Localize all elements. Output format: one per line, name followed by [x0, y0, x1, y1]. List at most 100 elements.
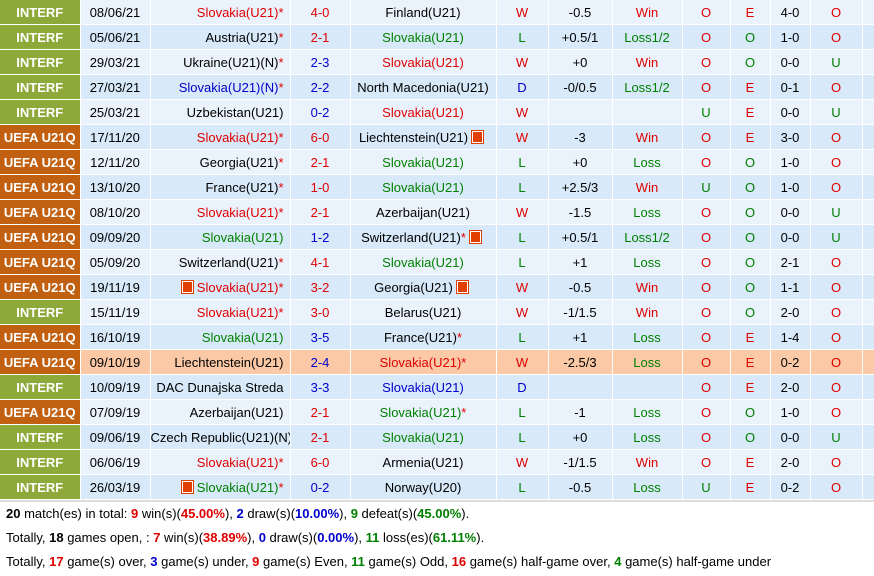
competition-cell[interactable]: UEFA U21Q [0, 199, 81, 225]
score-cell[interactable]: 4-1 [290, 249, 351, 275]
match-score-link[interactable]: 2-1 [310, 204, 330, 220]
away-team-link[interactable]: Slovakia(U21) [382, 54, 464, 70]
home-team-cell[interactable]: Georgia(U21)* [150, 149, 291, 175]
away-team-cell[interactable]: Armenia(U21) [350, 449, 497, 475]
score-cell[interactable]: 3-0 [290, 299, 351, 325]
home-team-link[interactable]: DAC Dunajska Streda [156, 379, 284, 395]
competition-cell[interactable]: INTERF [0, 49, 81, 75]
home-team-cell[interactable]: Switzerland(U21)* [150, 249, 291, 275]
home-team-link[interactable]: Slovakia(U21) [196, 4, 279, 20]
competition-cell[interactable]: UEFA U21Q [0, 399, 81, 425]
score-cell[interactable]: 0-2 [290, 99, 351, 125]
home-team-cell[interactable]: Slovakia(U21)* [150, 0, 291, 25]
score-cell[interactable]: 3-2 [290, 274, 351, 300]
home-team-cell[interactable]: Slovakia(U21)(N)* [150, 74, 291, 100]
score-cell[interactable]: 2-3 [290, 49, 351, 75]
away-team-cell[interactable]: Norway(U20) [350, 474, 497, 500]
score-cell[interactable]: 2-4 [290, 349, 351, 375]
away-team-cell[interactable]: France(U21)* [350, 324, 497, 350]
away-team-link[interactable]: Azerbaijan(U21) [376, 204, 470, 220]
away-team-link[interactable]: Slovakia(U21) [382, 29, 464, 45]
competition-cell[interactable]: INTERF [0, 74, 81, 100]
score-cell[interactable]: 2-1 [290, 424, 351, 450]
score-cell[interactable]: 2-1 [290, 24, 351, 50]
home-team-cell[interactable]: Liechtenstein(U21) [150, 349, 291, 375]
competition-link[interactable]: UEFA U21Q [3, 204, 76, 220]
match-score-link[interactable]: 6-0 [310, 454, 330, 470]
home-team-cell[interactable]: Slovakia(U21) [150, 324, 291, 350]
home-team-link[interactable]: Slovakia(U21) [196, 304, 279, 320]
match-score-link[interactable]: 4-1 [310, 254, 330, 270]
away-team-link[interactable]: Norway(U20) [384, 479, 462, 495]
competition-cell[interactable]: INTERF [0, 24, 81, 50]
home-team-cell[interactable]: Azerbaijan(U21) [150, 399, 291, 425]
competition-link[interactable]: UEFA U21Q [3, 229, 76, 245]
score-cell[interactable]: 3-3 [290, 374, 351, 400]
match-score-link[interactable]: 2-3 [310, 54, 330, 70]
match-score-link[interactable]: 0-2 [310, 104, 330, 120]
home-team-link[interactable]: Ukraine(U21)(N) [183, 54, 279, 70]
home-team-cell[interactable]: Slovakia(U21) [150, 224, 291, 250]
home-team-cell[interactable]: Uzbekistan(U21) [150, 99, 291, 125]
score-cell[interactable]: 2-2 [290, 74, 351, 100]
home-team-link[interactable]: France(U21) [205, 179, 279, 195]
home-team-link[interactable]: Azerbaijan(U21) [189, 404, 284, 420]
away-team-cell[interactable]: Liechtenstein(U21) [350, 124, 497, 150]
competition-cell[interactable]: INTERF [0, 299, 81, 325]
match-score-link[interactable]: 0-2 [310, 479, 330, 495]
away-team-link[interactable]: Liechtenstein(U21) [358, 129, 469, 145]
competition-cell[interactable]: UEFA U21Q [0, 274, 81, 300]
score-cell[interactable]: 1-2 [290, 224, 351, 250]
competition-link[interactable]: INTERF [16, 54, 64, 70]
away-team-link[interactable]: Switzerland(U21) [361, 229, 461, 245]
competition-link[interactable]: INTERF [16, 29, 64, 45]
home-team-cell[interactable]: Slovakia(U21)* [150, 274, 291, 300]
score-cell[interactable]: 2-1 [290, 399, 351, 425]
away-team-cell[interactable]: North Macedonia(U21) [350, 74, 497, 100]
home-team-link[interactable]: Liechtenstein(U21) [174, 354, 284, 370]
away-team-link[interactable]: Georgia(U21) [374, 279, 453, 295]
away-team-cell[interactable]: Slovakia(U21) [350, 249, 497, 275]
competition-link[interactable]: UEFA U21Q [3, 179, 76, 195]
away-team-cell[interactable]: Slovakia(U21) [350, 174, 497, 200]
score-cell[interactable]: 6-0 [290, 124, 351, 150]
competition-cell[interactable]: INTERF [0, 0, 81, 25]
away-team-link[interactable]: Slovakia(U21) [382, 154, 464, 170]
match-score-link[interactable]: 3-2 [310, 279, 330, 295]
competition-link[interactable]: INTERF [16, 304, 64, 320]
away-team-cell[interactable]: Finland(U21) [350, 0, 497, 25]
home-team-link[interactable]: Slovakia(U21) [196, 479, 279, 495]
competition-cell[interactable]: UEFA U21Q [0, 324, 81, 350]
competition-link[interactable]: INTERF [16, 479, 64, 495]
score-cell[interactable]: 6-0 [290, 449, 351, 475]
match-score-link[interactable]: 6-0 [310, 129, 330, 145]
match-score-link[interactable]: 2-1 [310, 404, 330, 420]
away-team-link[interactable]: Armenia(U21) [382, 454, 464, 470]
away-team-link[interactable]: Finland(U21) [385, 4, 461, 20]
competition-link[interactable]: UEFA U21Q [3, 129, 76, 145]
competition-cell[interactable]: UEFA U21Q [0, 349, 81, 375]
away-team-cell[interactable]: Slovakia(U21)* [350, 399, 497, 425]
match-score-link[interactable]: 1-2 [310, 229, 330, 245]
home-team-link[interactable]: Slovakia(U21) [196, 204, 279, 220]
away-team-link[interactable]: Slovakia(U21) [382, 104, 464, 120]
away-team-cell[interactable]: Slovakia(U21) [350, 424, 497, 450]
away-team-cell[interactable]: Belarus(U21) [350, 299, 497, 325]
competition-cell[interactable]: INTERF [0, 374, 81, 400]
home-team-cell[interactable]: Slovakia(U21)* [150, 449, 291, 475]
match-score-link[interactable]: 2-1 [310, 154, 330, 170]
competition-link[interactable]: UEFA U21Q [3, 404, 76, 420]
competition-link[interactable]: INTERF [16, 79, 64, 95]
competition-cell[interactable]: INTERF [0, 474, 81, 500]
competition-cell[interactable]: UEFA U21Q [0, 124, 81, 150]
match-score-link[interactable]: 2-1 [310, 29, 330, 45]
score-cell[interactable]: 2-1 [290, 199, 351, 225]
away-team-cell[interactable]: Azerbaijan(U21) [350, 199, 497, 225]
score-cell[interactable]: 3-5 [290, 324, 351, 350]
away-team-cell[interactable]: Slovakia(U21) [350, 24, 497, 50]
score-cell[interactable]: 2-1 [290, 149, 351, 175]
competition-link[interactable]: UEFA U21Q [3, 329, 76, 345]
home-team-link[interactable]: Slovakia(U21) [196, 129, 279, 145]
home-team-link[interactable]: Slovakia(U21) [201, 329, 284, 345]
away-team-link[interactable]: Slovakia(U21) [379, 404, 462, 420]
